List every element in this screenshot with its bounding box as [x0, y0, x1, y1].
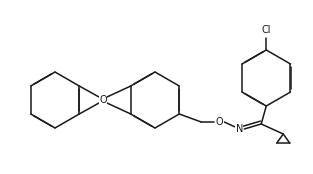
Text: O: O — [215, 117, 223, 127]
Text: N: N — [236, 124, 243, 134]
Text: O: O — [99, 95, 107, 105]
Text: Cl: Cl — [261, 25, 271, 35]
